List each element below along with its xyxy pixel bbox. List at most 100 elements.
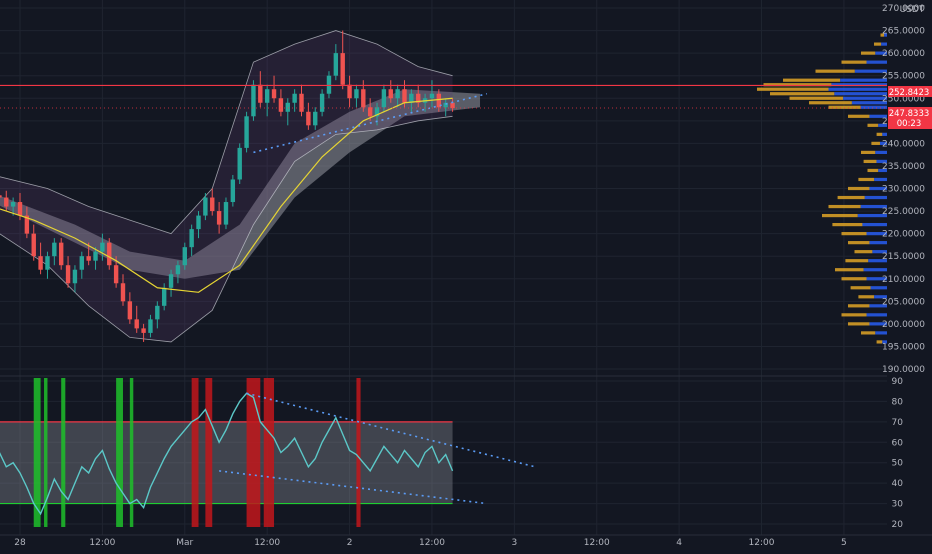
candle-body [264,89,270,103]
candle-body [367,107,373,117]
volume-bar-blue [875,51,887,55]
green-highlight [61,378,66,527]
price-trendline [253,92,488,154]
candle-body [251,84,256,117]
candle-body [168,274,174,288]
volume-bar-blue [854,69,887,73]
volume-bar-gold [809,101,852,105]
candle-body [416,93,421,103]
volume-bar-blue [869,241,887,245]
candle-body [58,242,64,266]
candle-body [299,93,304,112]
volume-bar-blue [872,250,887,254]
candle-body [285,102,290,112]
time-axis[interactable]: 28 12:00 Mar 12:00 2 12:00 3 12:00 4 12:00 5 [0,534,932,548]
price-tick-label: 265.0000 [882,27,925,37]
time-tick-label: 28 [14,538,26,548]
candle-body [148,319,153,333]
candle-body [93,251,98,261]
candle-body [72,269,78,284]
candle-body [258,84,263,103]
rsi-highlights [33,378,361,527]
volume-bar-gold [848,304,870,308]
volume-bar-gold [783,78,841,82]
candle-body [4,197,9,207]
candle-body [354,89,359,99]
candle-body [333,53,339,76]
volume-bar-blue [869,186,887,191]
candle-body [127,301,133,320]
rsi-axis[interactable]: 90 80 70 60 50 40 30 20 [892,377,904,530]
volume-bar-blue [857,213,887,218]
candle-body [313,111,318,126]
candle-body [79,256,84,270]
candle-body [155,305,160,320]
price-tick-label: 230.0000 [882,185,925,195]
bollinger-upper-line [0,30,453,235]
price-tick-label: 255.0000 [882,72,925,82]
candle-body [161,287,167,306]
volume-bar-blue [876,159,887,164]
rsi-tick-label: 70 [892,418,904,428]
volume-bar-gold [861,331,876,335]
candle-body [189,229,194,248]
candle-body [100,242,105,252]
volume-bar-gold [837,195,865,200]
volume-bar-blue [863,268,887,272]
volume-bar-blue [834,92,887,96]
candle-body [244,116,249,148]
rsi-tick-label: 20 [892,520,904,530]
candle-body [278,98,284,112]
candle-body [271,89,277,99]
moving-average [0,97,453,293]
volume-bar-blue [864,195,887,200]
rsi-tick-label: 30 [892,500,904,510]
candle-body [374,107,380,117]
price-tick-label: 190.0000 [882,365,925,375]
volume-bar-gold [841,232,867,236]
candle-body [210,197,215,212]
price-tick-label: 200.0000 [882,320,925,330]
time-tick-label: 5 [841,538,847,548]
candle-body [230,179,236,203]
volume-bar-blue [874,177,887,182]
candle-body [175,265,181,275]
price-tick-label: 225.0000 [882,207,925,217]
green-highlight [129,378,134,527]
time-tick-label: 12:00 [89,538,115,548]
time-tick-label: 3 [511,538,517,548]
price-axis[interactable]: USDT 270.0000 265.0000 260.0000 255.0000 250… [882,0,932,536]
candle-body [107,242,112,266]
candle-body [120,283,126,302]
time-tick-label: 12:00 [254,538,280,548]
price-tick-label: 270.0000 [882,4,925,14]
red-highlight [246,378,261,527]
volume-bar-blue [840,78,887,82]
green-highlight [44,378,48,527]
time-tick-label: 2 [347,538,353,548]
volume-bar-gold [832,223,863,227]
volume-bar-gold [848,322,870,326]
red-highlight [356,378,361,527]
rsi-series-line [0,392,454,516]
volume-profile [757,33,887,344]
bollinger-fill [0,30,453,342]
candle-body [326,75,332,94]
horizontal-level[interactable] [0,84,887,109]
volume-bar-gold [863,159,877,164]
candle-body [31,233,36,257]
time-tick-label: 12:00 [749,538,775,548]
candle-body [10,202,16,207]
volume-bar-blue [878,123,887,127]
candle-body [409,93,414,103]
rsi-line [0,392,536,516]
volume-bar-gold [789,96,844,100]
candle-body [436,93,442,108]
volume-bar-gold [848,114,870,118]
candle-body [182,247,187,266]
volume-bar-gold [850,286,871,290]
volume-bar-gold [867,123,879,127]
candle-body [292,93,297,103]
